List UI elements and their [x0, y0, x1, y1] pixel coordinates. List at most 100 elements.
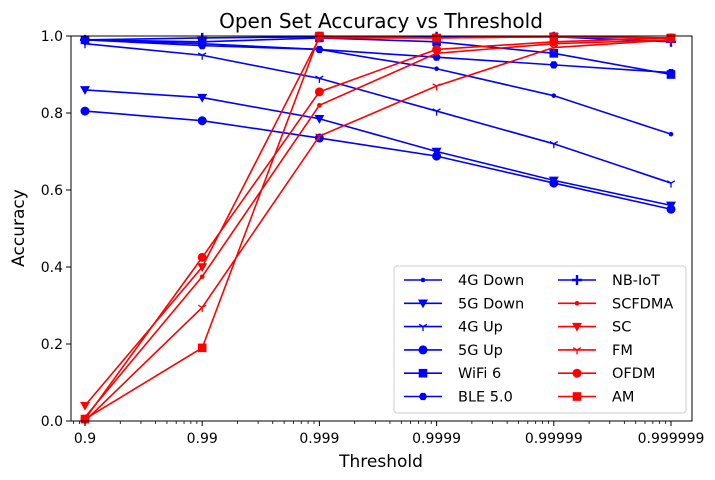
- data-point: [551, 93, 557, 98]
- data-point: [197, 252, 207, 262]
- data-point: [197, 116, 207, 126]
- data-point: [197, 32, 208, 43]
- legend-marker: [574, 301, 580, 306]
- legend-marker: [572, 322, 582, 332]
- y-tick-label: 0.4: [41, 260, 63, 276]
- data-point: [80, 86, 90, 95]
- legend-item: AM: [558, 390, 634, 406]
- data-point: [197, 263, 208, 272]
- data-point: [666, 180, 676, 188]
- data-point: [317, 103, 322, 108]
- chart-title: Open Set Accuracy vs Threshold: [219, 9, 543, 33]
- data-point: [315, 75, 324, 83]
- data-point: [549, 44, 559, 53]
- legend-marker: [418, 323, 428, 332]
- legend-label: SC: [612, 320, 631, 336]
- legend-marker: [418, 368, 428, 378]
- legend-marker: [572, 275, 582, 285]
- legend-marker: [572, 392, 582, 401]
- data-point: [315, 45, 324, 54]
- legend-label: 5G Up: [458, 343, 503, 359]
- data-point: [549, 140, 559, 149]
- data-point: [80, 34, 90, 45]
- legend-marker: [420, 277, 426, 283]
- series-1: [80, 86, 676, 211]
- legend-label: BLE 5.0: [458, 390, 513, 406]
- legend-label: AM: [612, 390, 634, 406]
- legend: 4G Down 5G Down 4G Up 5G Up WiFi 6 BLE 5.0 NB-…: [393, 265, 687, 414]
- data-point: [198, 41, 207, 50]
- x-tick-label: 0.999: [299, 431, 339, 447]
- legend-item: FM: [558, 343, 633, 359]
- legend-item: 5G Down: [404, 296, 524, 312]
- legend-marker: [572, 347, 582, 355]
- legend-item: SCFDMA: [558, 296, 673, 312]
- data-point: [197, 343, 207, 353]
- data-point: [80, 414, 90, 424]
- data-point: [197, 52, 207, 60]
- legend-marker: [418, 345, 428, 355]
- x-tick-label: 0.99: [187, 431, 218, 447]
- legend-item: WiFi 6: [404, 366, 501, 382]
- legend-label: FM: [612, 343, 633, 359]
- data-point: [666, 68, 676, 77]
- data-point: [432, 33, 441, 43]
- y-tick-label: 0.8: [41, 106, 63, 122]
- data-point: [666, 33, 676, 43]
- data-point: [549, 178, 559, 188]
- x-axis-label: Threshold: [338, 452, 423, 472]
- legend-item: 5G Up: [404, 343, 503, 359]
- legend-label: OFDM: [612, 366, 655, 382]
- y-tick-label: 0.0: [41, 414, 63, 430]
- legend-marker: [418, 299, 428, 309]
- legend-label: WiFi 6: [458, 366, 501, 382]
- y-tick-label: 0.6: [41, 183, 63, 199]
- series-line: [84, 42, 672, 184]
- legend-marker: [418, 392, 428, 401]
- data-point: [434, 66, 439, 72]
- data-point: [80, 106, 90, 116]
- legend-marker: [572, 368, 582, 378]
- data-point: [199, 274, 205, 279]
- series-line: [84, 39, 672, 422]
- data-point: [314, 87, 324, 97]
- series-3: [80, 106, 676, 214]
- legend-label: NB-IoT: [612, 273, 660, 289]
- series-line: [84, 37, 672, 76]
- series-line: [84, 89, 672, 207]
- x-tick-label: 0.9: [74, 431, 96, 447]
- legend-label: 5G Down: [458, 296, 524, 312]
- series-line: [84, 37, 672, 420]
- y-tick-label: 1.0: [41, 29, 63, 45]
- plot-frame: [70, 35, 693, 422]
- legend-label: 4G Up: [458, 320, 503, 336]
- data-point: [549, 32, 559, 42]
- legend-box: [393, 265, 687, 414]
- data-point: [314, 115, 325, 124]
- legend-label: SCFDMA: [612, 296, 673, 312]
- y-axis-label: Accuracy: [9, 189, 29, 267]
- data-point: [549, 61, 558, 69]
- data-point: [432, 83, 441, 91]
- legend-item: OFDM: [558, 366, 655, 382]
- series-2: [80, 40, 676, 188]
- series-layer: [80, 31, 676, 426]
- x-tick-label: 0.99999: [525, 431, 583, 447]
- data-point: [432, 151, 442, 161]
- series-line: [84, 39, 672, 418]
- series-line: [84, 110, 672, 211]
- data-point: [80, 401, 90, 411]
- series-5: [80, 36, 676, 77]
- axes: 0.0 0.2 0.4 0.6 0.8 1.0 0.9 0.99 0.999 0.9999 0.99…: [41, 29, 705, 447]
- data-point: [432, 44, 442, 54]
- data-point: [197, 93, 208, 103]
- data-point: [432, 53, 441, 61]
- legend-item: BLE 5.0: [404, 390, 513, 406]
- series-line: [84, 35, 672, 420]
- data-point: [666, 204, 676, 214]
- series-line: [84, 39, 672, 135]
- data-point: [549, 49, 559, 58]
- legend-item: 4G Down: [404, 273, 524, 289]
- data-point: [197, 304, 207, 312]
